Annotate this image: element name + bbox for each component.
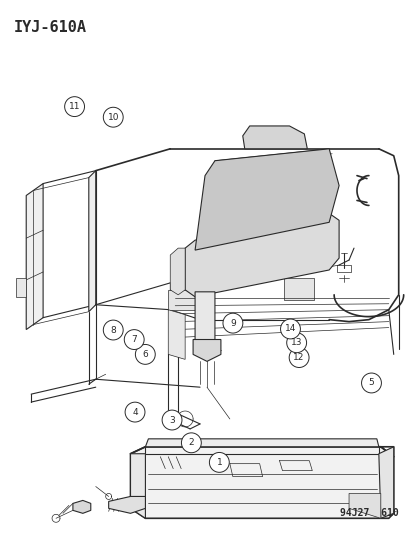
Polygon shape [378, 447, 393, 518]
Polygon shape [195, 292, 214, 348]
Circle shape [124, 329, 144, 350]
Text: 9: 9 [230, 319, 235, 328]
Circle shape [223, 313, 242, 333]
Polygon shape [73, 500, 90, 513]
Polygon shape [130, 454, 145, 518]
Polygon shape [195, 149, 338, 250]
Text: 4: 4 [132, 408, 138, 417]
Text: 1: 1 [216, 458, 222, 467]
Text: 13: 13 [290, 338, 301, 347]
Text: 12: 12 [293, 353, 304, 362]
Circle shape [103, 107, 123, 127]
Circle shape [280, 319, 300, 339]
Polygon shape [145, 439, 378, 447]
Polygon shape [130, 447, 393, 518]
Circle shape [361, 373, 380, 393]
Text: 3: 3 [169, 416, 175, 424]
Polygon shape [16, 278, 26, 297]
Text: 11: 11 [69, 102, 80, 111]
Polygon shape [170, 248, 185, 295]
Circle shape [286, 333, 306, 353]
Text: 94J27  610: 94J27 610 [339, 508, 398, 518]
Circle shape [289, 348, 308, 367]
Text: 10: 10 [107, 112, 119, 122]
Polygon shape [242, 126, 306, 149]
Circle shape [181, 433, 201, 453]
Polygon shape [168, 290, 199, 310]
Text: 2: 2 [188, 438, 194, 447]
Circle shape [209, 453, 229, 472]
Polygon shape [26, 183, 43, 329]
Polygon shape [88, 171, 95, 312]
Polygon shape [192, 340, 221, 361]
Text: 6: 6 [142, 350, 148, 359]
Circle shape [125, 402, 145, 422]
Polygon shape [284, 278, 313, 300]
Circle shape [135, 344, 155, 365]
Text: 8: 8 [110, 326, 116, 335]
Polygon shape [168, 310, 185, 359]
Text: 7: 7 [131, 335, 137, 344]
Circle shape [64, 96, 84, 117]
Polygon shape [185, 213, 338, 297]
Text: 14: 14 [284, 325, 295, 334]
Circle shape [103, 320, 123, 340]
Polygon shape [348, 494, 380, 518]
Polygon shape [108, 496, 145, 513]
Text: IYJ-610A: IYJ-610A [13, 20, 86, 35]
Circle shape [162, 410, 182, 430]
Text: 5: 5 [368, 378, 373, 387]
